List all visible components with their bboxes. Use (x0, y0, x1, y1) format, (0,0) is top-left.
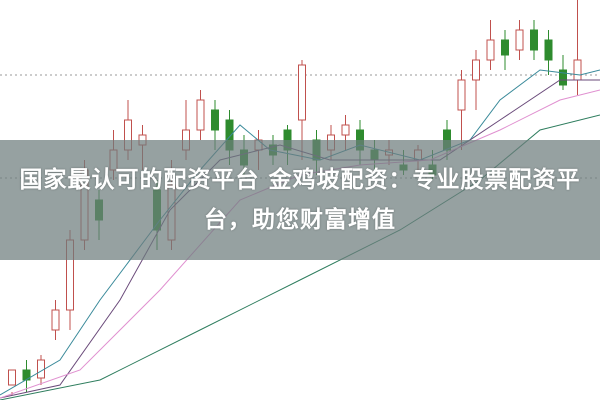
candle-up (472, 59, 480, 81)
candle-down (501, 39, 509, 56)
candle-down (544, 39, 553, 61)
candle-up (51, 309, 60, 331)
candle-down (211, 109, 219, 131)
candle-up (196, 99, 205, 131)
candle-up (37, 359, 45, 379)
candle-down (530, 29, 538, 51)
candle-down (559, 69, 567, 86)
candle-up (573, 59, 582, 81)
candle-up (298, 64, 306, 121)
candle-up (515, 29, 524, 51)
candle-up (457, 79, 466, 111)
candle-up (486, 39, 495, 61)
candle-up (341, 124, 350, 136)
candle-up (8, 369, 16, 386)
title-overlay (0, 140, 600, 260)
headline: 国家最认可的配资平台 金鸡坡配资：专业股票配资平台，助您财富增值 (19, 167, 581, 233)
